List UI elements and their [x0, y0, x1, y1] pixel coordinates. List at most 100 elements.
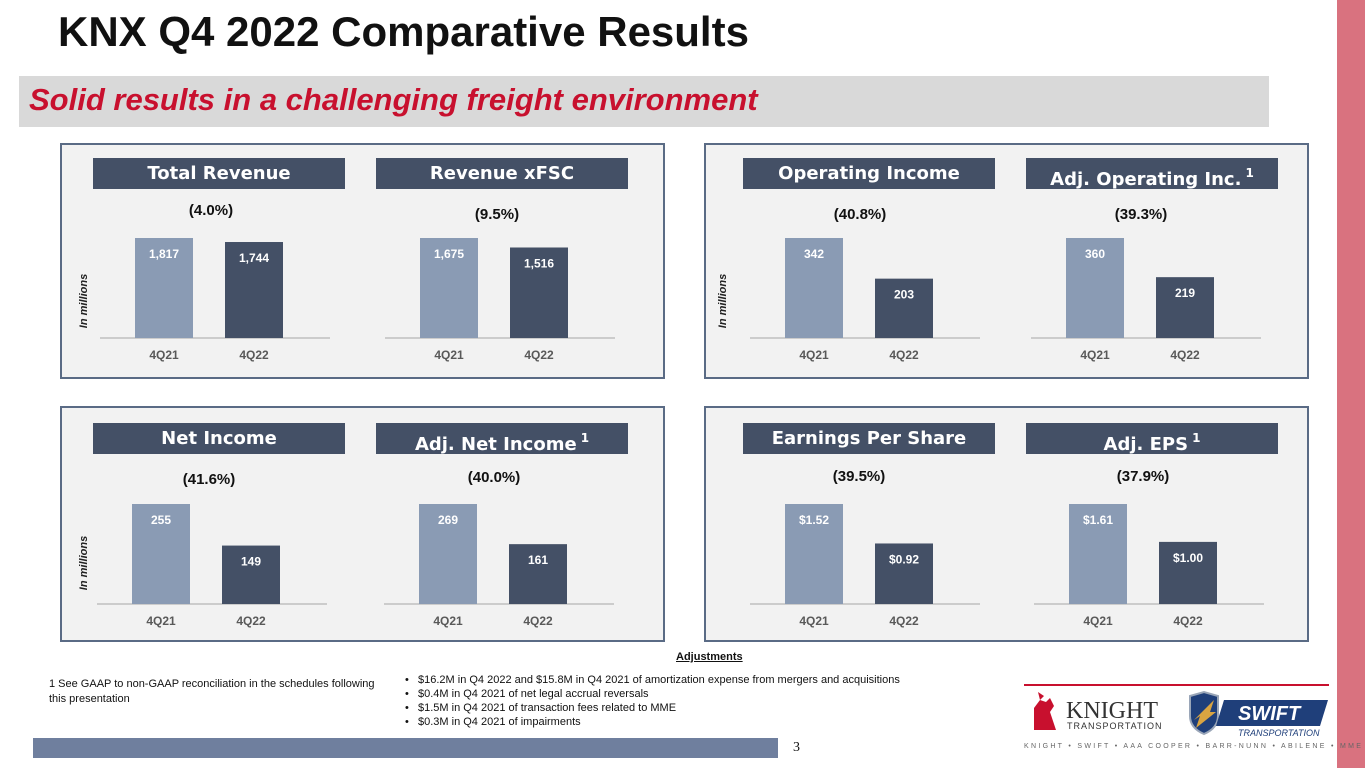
bar-4q22 [222, 545, 280, 604]
data-label: 1,675 [434, 247, 464, 261]
data-label: 219 [1175, 286, 1195, 300]
bar-chart-net-income: 255 4Q21 149 4Q22 [97, 488, 347, 628]
logo-tagline: KNIGHT • SWIFT • AAA COOPER • BARR-NUNN … [1024, 743, 1364, 750]
data-label: 161 [528, 553, 548, 567]
swift-name: SWIFT [1238, 703, 1302, 725]
adjustments-title: Adjustments [676, 651, 743, 663]
x-tick-label: 4Q21 [146, 614, 176, 628]
bar-chart-adj-net-income: 269 4Q21 161 4Q22 [384, 488, 634, 628]
swift-shield-icon [1189, 690, 1219, 736]
change-net-income: (41.6%) [182, 471, 236, 488]
data-label: 149 [241, 555, 261, 569]
page-number: 3 [793, 740, 800, 755]
company-logo: KNIGHT TRANSPORTATION SWIFT TRANSPORTATI… [1024, 682, 1364, 758]
bar-4q22 [1159, 541, 1217, 604]
bar-4q21 [132, 504, 190, 604]
header-superscript: 1 [580, 431, 590, 445]
bar-4q21 [1069, 504, 1127, 604]
logo-graphic: KNIGHT TRANSPORTATION SWIFT TRANSPORTATI… [1024, 684, 1329, 738]
x-tick-label: 4Q22 [523, 614, 553, 628]
bar-4q22 [225, 242, 283, 338]
data-label: $1.52 [799, 513, 829, 527]
header-label: Earnings Per Share [771, 428, 967, 449]
swift-subtitle: TRANSPORTATION [1238, 728, 1320, 738]
bar-4q22 [1156, 277, 1214, 338]
data-label: $1.00 [1173, 551, 1203, 565]
header-total-revenue: Total Revenue [93, 158, 345, 189]
bar-chart-revenue-xfsc: 1,675 4Q21 1,516 4Q22 [385, 222, 635, 362]
header-label: Total Revenue [147, 163, 291, 184]
change-total-revenue: (4.0%) [188, 202, 234, 219]
y-axis-label-net-income: In millions [78, 535, 90, 591]
bar-4q22 [509, 544, 567, 604]
x-tick-label: 4Q22 [889, 348, 919, 362]
x-tick-label: 4Q22 [1173, 614, 1203, 628]
x-tick-label: 4Q21 [1083, 614, 1113, 628]
x-tick-label: 4Q21 [433, 614, 463, 628]
header-superscript: 1 [1192, 431, 1201, 445]
x-tick-label: 4Q21 [799, 348, 829, 362]
bar-chart-svg: 1,675 4Q21 1,516 4Q22 [385, 238, 615, 362]
header-label: Adj. Operating Inc. [1050, 169, 1242, 190]
bar-chart-adj-operating-inc: 360 4Q21 219 4Q22 [1031, 222, 1281, 362]
header-label: Adj. Net Income [414, 434, 577, 455]
header-adj-net-income: Adj. Net Income 1 [376, 423, 628, 455]
knight-name: KNIGHT [1066, 698, 1158, 724]
data-label: 342 [804, 247, 824, 261]
x-tick-label: 4Q21 [434, 348, 464, 362]
header-label: Adj. EPS [1103, 434, 1189, 455]
bar-4q21 [135, 238, 193, 338]
bar-4q21 [1066, 238, 1124, 338]
bar-4q21 [785, 504, 843, 604]
adjustment-item: $16.2M in Q4 2022 and $15.8M in Q4 2021 … [403, 673, 1023, 687]
data-label: 1,744 [239, 251, 269, 265]
header-label: Operating Income [778, 163, 960, 184]
subtitle-band: Solid results in a challenging freight e… [19, 76, 1269, 127]
bar-chart-svg: 255 4Q21 149 4Q22 [97, 504, 327, 628]
bar-chart-svg: $1.61 4Q21 $1.00 4Q22 [1034, 504, 1264, 628]
bar-chart-operating-income: 342 4Q21 203 4Q22 [750, 222, 1000, 362]
header-operating-income: Operating Income [743, 158, 995, 189]
bar-chart-svg: $1.52 4Q21 $0.92 4Q22 [750, 504, 980, 628]
slide-title: KNX Q4 2022 Comparative Results [58, 8, 749, 55]
x-tick-label: 4Q22 [1170, 348, 1200, 362]
data-label: 1,817 [149, 247, 179, 261]
bar-chart-adj-eps: $1.61 4Q21 $1.00 4Q22 [1034, 488, 1284, 628]
header-adj-eps: Adj. EPS 1 [1026, 423, 1278, 455]
bar-4q21 [419, 504, 477, 604]
header-label: Net Income [161, 428, 277, 449]
change-adj-net-income: (40.0%) [467, 469, 521, 486]
adjustment-item: $0.3M in Q4 2021 of impairments [403, 715, 1023, 729]
x-tick-label: 4Q22 [239, 348, 269, 362]
x-tick-label: 4Q22 [889, 614, 919, 628]
bar-4q22 [875, 543, 933, 604]
x-tick-label: 4Q22 [524, 348, 554, 362]
header-net-income: Net Income [93, 423, 345, 454]
data-label: 1,516 [524, 256, 554, 270]
knight-knight-icon [1034, 692, 1056, 730]
bar-4q21 [785, 238, 843, 338]
adjustment-item: $1.5M in Q4 2021 of transaction fees rel… [403, 701, 1023, 715]
slide-subtitle: Solid results in a challenging freight e… [29, 82, 758, 117]
bar-chart-total-revenue: 1,817 4Q21 1,744 4Q22 [100, 222, 350, 362]
swift-wordmark: SWIFT TRANSPORTATION [1216, 700, 1328, 738]
bar-chart-svg: 360 4Q21 219 4Q22 [1031, 238, 1261, 362]
change-revenue-xfsc: (9.5%) [474, 206, 520, 223]
change-operating-income: (40.8%) [833, 206, 887, 223]
y-axis-label-operating-income: In millions [717, 273, 729, 329]
x-tick-label: 4Q21 [799, 614, 829, 628]
x-tick-label: 4Q21 [1080, 348, 1110, 362]
bar-chart-svg: 342 4Q21 203 4Q22 [750, 238, 980, 362]
right-accent-strip [1337, 0, 1365, 768]
knight-subtitle: TRANSPORTATION [1067, 721, 1163, 731]
data-label: 360 [1085, 247, 1105, 261]
data-label: $1.61 [1083, 513, 1113, 527]
header-revenue-xfsc: Revenue xFSC [376, 158, 628, 189]
header-label: Revenue xFSC [429, 163, 575, 184]
adjustments-list: $16.2M in Q4 2022 and $15.8M in Q4 2021 … [403, 673, 1023, 729]
change-adj-eps: (37.9%) [1116, 468, 1170, 485]
change-adj-operating-inc: (39.3%) [1114, 206, 1168, 223]
data-label: 255 [151, 513, 171, 527]
x-tick-label: 4Q21 [149, 348, 179, 362]
bar-chart-svg: 1,817 4Q21 1,744 4Q22 [100, 238, 330, 362]
